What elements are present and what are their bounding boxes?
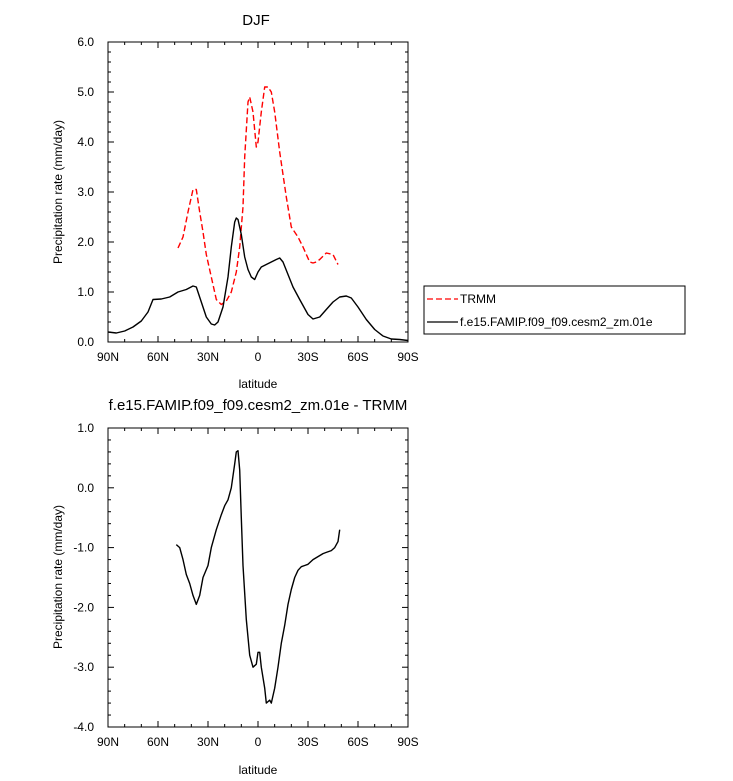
x-tick-label: 90N [97, 735, 119, 749]
x-tick-label: 60N [147, 735, 169, 749]
x-tick-label: 30S [297, 735, 318, 749]
x-tick-label: 90N [97, 350, 119, 364]
y-tick-label: 0.0 [77, 335, 94, 349]
top-plot-frame [107, 41, 409, 343]
x-tick-label: 30N [197, 735, 219, 749]
panel-bottom: f.e15.FAMIP.f09_f09.cesm2_zm.01e - TRMM … [51, 397, 419, 777]
top-ticks [107, 41, 409, 343]
top-xlabel: latitude [239, 377, 278, 391]
top-title: DJF [242, 12, 270, 29]
bottom-xlabel: latitude [239, 763, 278, 777]
legend: TRMM f.e15.FAMIP.f09_f09.cesm2_zm.01e [423, 285, 686, 335]
x-tick-label: 0 [255, 350, 262, 364]
bottom-series-group [175, 450, 341, 704]
bottom-x-tick-labels: 90N 60N 30N 0 30S 60S 90S [97, 735, 419, 749]
x-tick-label: 60S [347, 350, 368, 364]
bottom-title: f.e15.FAMIP.f09_f09.cesm2_zm.01e - TRMM [109, 397, 408, 414]
x-tick-label: 30N [197, 350, 219, 364]
series-line-difference [175, 450, 341, 704]
top-y-tick-labels: 0.0 1.0 2.0 3.0 4.0 5.0 6.0 [77, 35, 94, 349]
x-tick-label: 90S [397, 350, 418, 364]
y-tick-label: -2.0 [73, 600, 94, 614]
legend-label-model: f.e15.FAMIP.f09_f09.cesm2_zm.01e [460, 315, 653, 329]
top-x-tick-labels: 90N 60N 30N 0 30S 60S 90S [97, 350, 419, 364]
y-tick-label: -4.0 [73, 720, 94, 734]
x-tick-label: 0 [255, 735, 262, 749]
top-ylabel: Precipitation rate (mm/day) [51, 120, 65, 264]
x-tick-label: 60N [147, 350, 169, 364]
y-tick-label: 0.0 [77, 481, 94, 495]
legend-label-trmm: TRMM [460, 292, 496, 306]
panel-top: DJF Precipitation rate (mm/day) 90N 60N 30… [51, 12, 419, 391]
y-tick-label: -1.0 [73, 541, 94, 555]
y-tick-label: 3.0 [77, 185, 94, 199]
bottom-plot-frame [107, 427, 409, 728]
bottom-y-tick-labels: -4.0 -3.0 -2.0 -1.0 0.0 1.0 [73, 421, 94, 734]
series-line-trmm [177, 86, 339, 306]
x-tick-label: 90S [397, 735, 418, 749]
y-tick-label: 4.0 [77, 135, 94, 149]
y-tick-label: 1.0 [77, 421, 94, 435]
y-tick-label: 5.0 [77, 85, 94, 99]
bottom-ylabel: Precipitation rate (mm/day) [51, 505, 65, 649]
top-series-group [107, 86, 409, 342]
series-line-f-e15-famip-f09-f09-cesm2-zm-01e [107, 217, 409, 342]
y-tick-label: -3.0 [73, 660, 94, 674]
legend-box [423, 285, 686, 335]
y-tick-label: 6.0 [77, 35, 94, 49]
y-tick-label: 1.0 [77, 285, 94, 299]
x-tick-label: 60S [347, 735, 368, 749]
bottom-ticks [107, 427, 409, 728]
y-tick-label: 2.0 [77, 235, 94, 249]
x-tick-label: 30S [297, 350, 318, 364]
